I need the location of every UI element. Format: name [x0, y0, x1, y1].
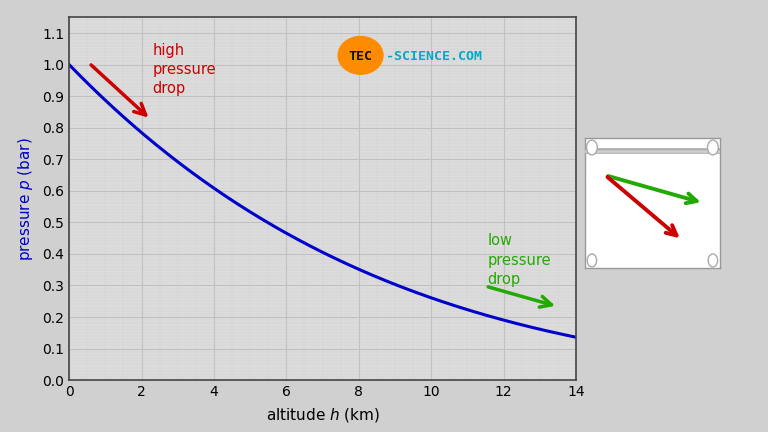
- Circle shape: [708, 254, 717, 267]
- X-axis label: altitude $h$ (km): altitude $h$ (km): [266, 406, 379, 424]
- Y-axis label: pressure $p$ (bar): pressure $p$ (bar): [16, 137, 35, 260]
- Text: TEC: TEC: [349, 50, 372, 63]
- Text: high
pressure
drop: high pressure drop: [152, 42, 216, 96]
- Circle shape: [587, 140, 598, 155]
- Text: low
pressure
drop: low pressure drop: [488, 233, 551, 287]
- Ellipse shape: [338, 37, 383, 74]
- Circle shape: [588, 254, 597, 267]
- Circle shape: [707, 140, 718, 155]
- Text: -SCIENCE.COM: -SCIENCE.COM: [386, 50, 482, 63]
